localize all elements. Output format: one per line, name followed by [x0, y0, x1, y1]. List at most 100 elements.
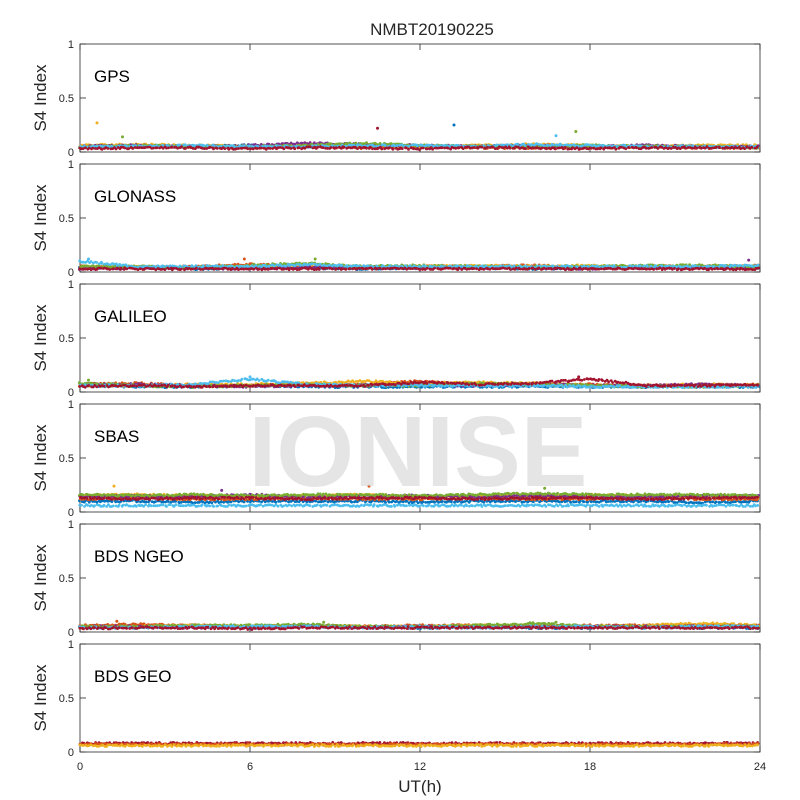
data-point	[167, 267, 171, 271]
data-point	[523, 144, 527, 147]
data-point	[95, 144, 99, 148]
data-point	[516, 142, 520, 146]
data-point	[356, 143, 360, 147]
data-point	[552, 143, 555, 147]
data-point	[161, 267, 164, 271]
data-point	[317, 268, 321, 271]
data-point	[84, 146, 87, 150]
data-point	[237, 268, 240, 271]
data-point	[280, 264, 284, 268]
data-point	[340, 264, 344, 267]
data-point	[334, 267, 338, 271]
data-point	[586, 143, 590, 147]
data-point	[431, 147, 434, 151]
data-point	[733, 263, 737, 267]
data-point	[116, 266, 119, 270]
data-point	[546, 144, 550, 147]
data-point	[248, 144, 251, 148]
data-point	[446, 146, 450, 150]
data-point	[348, 267, 352, 270]
data-point	[357, 266, 361, 270]
data-point	[550, 267, 553, 271]
y-tick-label: 0	[68, 267, 74, 279]
data-point	[472, 267, 476, 270]
data-point	[695, 146, 699, 150]
data-point	[454, 146, 458, 150]
data-point	[397, 267, 401, 271]
data-point	[514, 266, 518, 270]
data-point	[624, 147, 628, 151]
data-point	[231, 267, 234, 270]
data-point	[726, 146, 730, 150]
data-point	[599, 146, 603, 150]
data-point	[531, 146, 535, 150]
data-point	[508, 146, 512, 150]
data-point	[541, 146, 544, 150]
data-point	[475, 267, 478, 271]
data-point	[365, 146, 368, 150]
data-point	[567, 147, 571, 151]
data-point	[103, 266, 106, 270]
data-point	[78, 267, 81, 271]
data-point	[448, 266, 452, 270]
data-point	[215, 147, 219, 150]
data-point	[589, 146, 593, 150]
data-point	[299, 263, 302, 267]
data-point	[255, 147, 259, 150]
data-point	[176, 146, 180, 150]
data-point	[184, 147, 187, 150]
data-point	[669, 147, 673, 150]
data-point	[575, 146, 579, 150]
data-point	[268, 147, 272, 150]
data-point	[452, 267, 456, 270]
data-point	[163, 268, 167, 271]
data-point	[635, 146, 638, 150]
data-point	[295, 263, 299, 266]
data-point	[365, 141, 368, 145]
data-point	[560, 264, 564, 268]
data-point	[195, 266, 198, 270]
data-point	[467, 267, 471, 271]
data-point	[370, 267, 374, 271]
data-point	[99, 266, 103, 270]
data-point	[123, 146, 127, 150]
data-point	[443, 146, 446, 150]
data-point	[388, 146, 391, 150]
data-point	[524, 264, 527, 268]
data-point	[638, 264, 642, 268]
data-point	[433, 266, 436, 270]
data-point	[378, 266, 382, 270]
data-point	[718, 146, 722, 150]
data-point	[112, 267, 115, 271]
data-point	[643, 264, 646, 268]
data-point	[400, 147, 404, 151]
data-point	[146, 266, 149, 270]
data-point	[421, 146, 425, 150]
data-point	[331, 267, 334, 271]
data-point	[321, 146, 325, 150]
data-point	[329, 146, 333, 149]
data-point	[603, 146, 607, 150]
outlier-point	[95, 121, 99, 125]
data-point	[750, 265, 754, 268]
y-axis-label: S4 Index	[31, 184, 50, 252]
data-point	[289, 147, 293, 150]
data-point	[545, 147, 548, 151]
data-point	[259, 146, 263, 150]
outlier-point	[452, 123, 456, 127]
data-point	[361, 267, 365, 271]
data-point	[596, 147, 600, 151]
data-point	[216, 264, 219, 268]
data-point	[325, 266, 329, 270]
data-point	[227, 147, 231, 151]
data-point	[241, 264, 244, 268]
data-point	[627, 146, 631, 149]
data-point	[569, 143, 573, 147]
data-point	[95, 261, 99, 264]
data-point	[121, 263, 125, 267]
data-point	[739, 264, 743, 268]
panel-frame	[79, 163, 761, 273]
data-point	[191, 267, 195, 271]
data-point	[533, 267, 537, 271]
